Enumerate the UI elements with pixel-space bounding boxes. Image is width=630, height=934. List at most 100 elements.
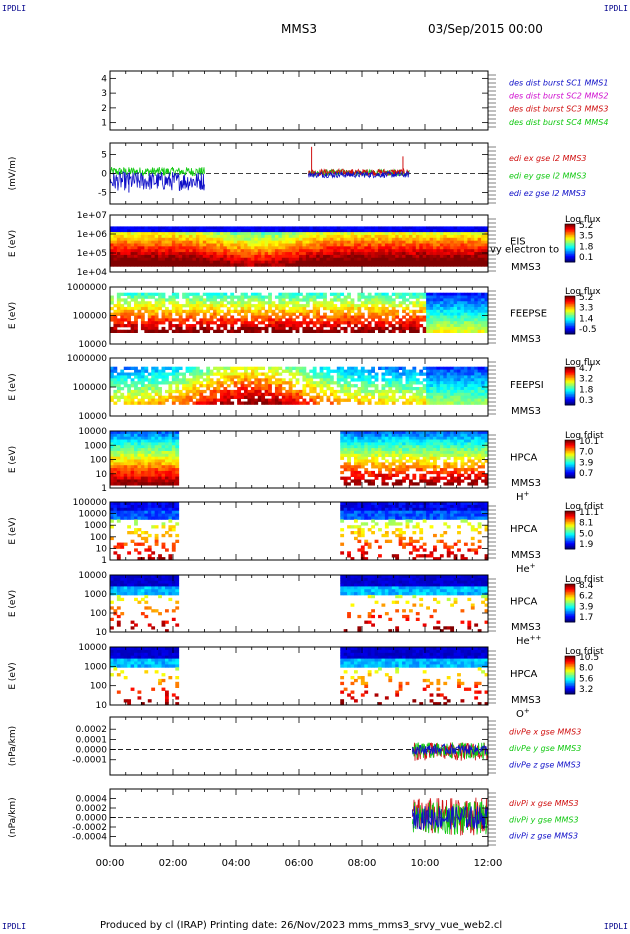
heatmap-cell (268, 399, 272, 402)
heatmap-cell (131, 378, 135, 381)
heatmap-cell (175, 448, 179, 451)
heatmap-cell (155, 442, 159, 445)
heatmap-cell (192, 381, 196, 384)
heatmap-cell (227, 321, 231, 324)
heatmap-cell (385, 402, 389, 405)
heatmap-cell (237, 378, 241, 381)
heatmap-cell (402, 296, 406, 299)
heatmap-cell (151, 310, 155, 313)
heatmap-cell (265, 384, 269, 387)
heatmap-cell (296, 229, 300, 232)
heatmap-cell (302, 378, 306, 381)
heatmap-cell (440, 238, 444, 241)
heatmap-cell (131, 261, 135, 264)
heatmap-cell (134, 255, 138, 258)
heatmap-cell (481, 293, 485, 296)
heatmap-cell (402, 390, 406, 393)
heatmap-cell (323, 249, 327, 252)
heatmap-cell (278, 293, 282, 296)
heatmap-cell (399, 321, 403, 324)
heatmap-cell (175, 255, 179, 258)
heatmap-cell (471, 232, 475, 235)
heatmap-cell (430, 226, 434, 229)
heatmap-cell (189, 263, 193, 266)
heatmap-cell (296, 378, 300, 381)
heatmap-cell (213, 235, 217, 238)
heatmap-cell (265, 238, 269, 241)
heatmap-cell (399, 381, 403, 384)
heatmap-cell (179, 232, 183, 235)
heatmap-cell (320, 384, 324, 387)
heatmap-cell (148, 226, 152, 229)
heatmap-cell (189, 378, 193, 381)
heatmap-cell (395, 293, 399, 296)
heatmap-cell (388, 246, 392, 249)
heatmap-cell (409, 252, 413, 255)
heatmap-cell (457, 296, 461, 299)
heatmap-cell (330, 387, 334, 390)
heatmap-cell (368, 238, 372, 241)
heatmap-cell (213, 304, 217, 307)
heatmap-cell (323, 367, 327, 370)
heatmap-cell (478, 384, 482, 387)
heatmap-cell (357, 442, 361, 445)
heatmap-cell (237, 235, 241, 238)
heatmap-cell (220, 310, 224, 313)
heatmap-cell (323, 301, 327, 304)
heatmap-cell (464, 241, 468, 244)
heatmap-cell (333, 321, 337, 324)
heatmap-cell (323, 235, 327, 238)
heatmap-cell (141, 396, 145, 399)
heatmap-cell (344, 226, 348, 229)
heatmap-cell (309, 249, 313, 252)
heatmap-cell (148, 454, 152, 457)
heatmap-cell (289, 252, 293, 255)
heatmap-cell (326, 387, 330, 390)
heatmap-cell (392, 310, 396, 313)
heatmap-cell (378, 246, 382, 249)
y-tick-label: 1e+04 (77, 268, 108, 278)
heatmap-cell (392, 304, 396, 307)
heatmap-cell (151, 399, 155, 402)
heatmap-cell (168, 367, 172, 370)
heatmap-cell (223, 298, 227, 301)
heatmap-cell (141, 263, 145, 266)
heatmap-cell (416, 263, 420, 266)
heatmap-cell (316, 321, 320, 324)
heatmap-cell (361, 232, 365, 235)
heatmap-cell (333, 318, 337, 321)
heatmap-cell (323, 252, 327, 255)
heatmap-cell (206, 381, 210, 384)
heatmap-cell (368, 373, 372, 376)
heatmap-cell (406, 313, 410, 316)
heatmap-cell (254, 367, 258, 370)
heatmap-cell (316, 393, 320, 396)
heatmap-cell (368, 474, 372, 477)
heatmap-cell (375, 316, 379, 319)
heatmap-cell (254, 370, 258, 373)
heatmap-cell (474, 255, 478, 258)
heatmap-cell (364, 440, 368, 443)
heatmap-cell (309, 293, 313, 296)
heatmap-cell (134, 390, 138, 393)
heatmap-cell (368, 298, 372, 301)
heatmap-cell (313, 304, 317, 307)
heatmap-cell (251, 370, 255, 373)
heatmap-cell (351, 235, 355, 238)
heatmap-cell (347, 448, 351, 451)
heatmap-cell (364, 304, 368, 307)
heatmap-cell (361, 445, 365, 448)
heatmap-cell (381, 298, 385, 301)
heatmap-cell (361, 390, 365, 393)
heatmap-cell (117, 244, 121, 247)
heatmap-cell (186, 235, 190, 238)
heatmap-cell (330, 293, 334, 296)
heatmap-cell (457, 235, 461, 238)
heatmap-cell (124, 252, 128, 255)
heatmap-cell (272, 255, 276, 258)
heatmap-cell (368, 293, 372, 296)
heatmap-cell (326, 261, 330, 264)
heatmap-cell (189, 258, 193, 261)
heatmap-cell (158, 440, 162, 443)
heatmap-cell (247, 255, 251, 258)
